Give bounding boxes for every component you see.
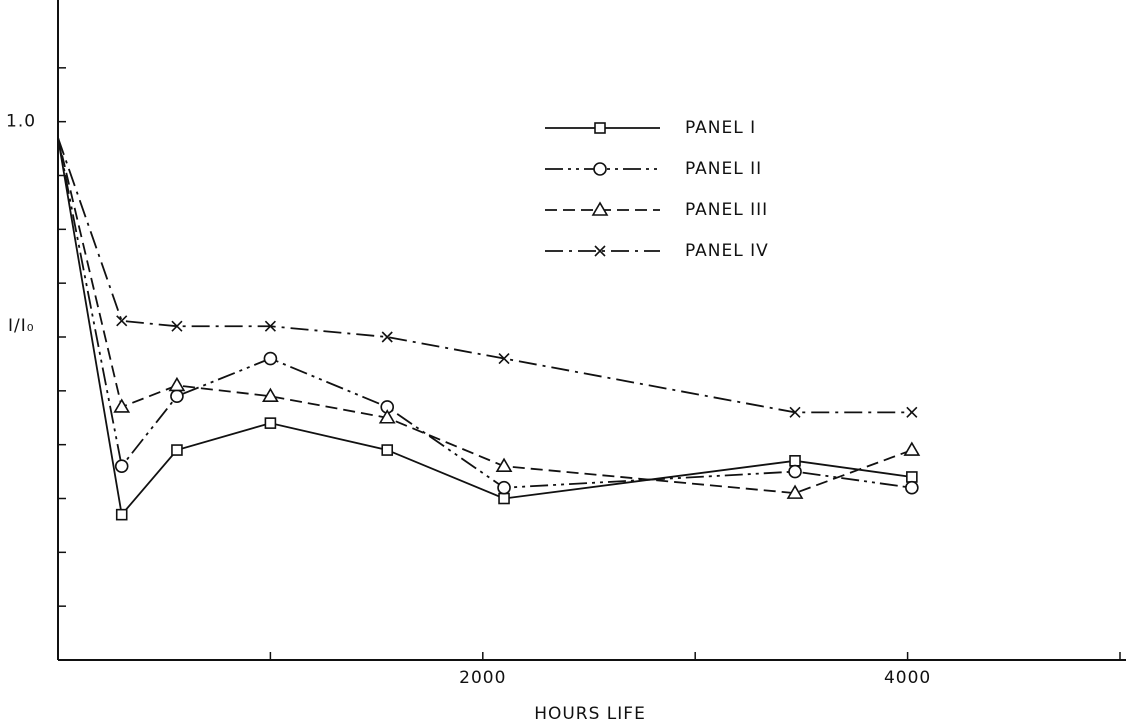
legend-marker [594, 122, 606, 134]
marker-triangle [786, 484, 804, 499]
x-axis-label: HOURS LIFE [534, 704, 646, 724]
marker-square [115, 508, 128, 521]
marker-circle [170, 389, 184, 404]
legend-label: PANEL IV [685, 241, 769, 261]
x-tick-label: 2000 [459, 668, 506, 688]
marker-x [171, 320, 183, 332]
series-line [57, 137, 912, 489]
y-axis-label: I/I₀ [8, 316, 35, 336]
legend-marker [594, 245, 606, 257]
marker-triangle [495, 457, 513, 473]
marker-square [906, 471, 918, 483]
marker-circle [905, 480, 919, 495]
series-line [57, 137, 912, 414]
marker-circle [114, 459, 129, 474]
marker-x [116, 315, 128, 327]
legend-marker [593, 162, 607, 176]
marker-triangle [378, 409, 396, 424]
marker-square [171, 444, 183, 456]
marker-circle [497, 480, 511, 495]
y-tick-label: 1.0 [6, 112, 36, 132]
marker-triangle [262, 387, 279, 403]
legend-label: PANEL I [685, 118, 756, 138]
marker-x [498, 352, 510, 365]
marker-triangle [168, 376, 186, 392]
marker-square [381, 444, 394, 456]
legend-label: PANEL II [685, 159, 762, 179]
marker-square [789, 455, 801, 467]
marker-triangle [113, 398, 131, 413]
marker-x [264, 320, 276, 332]
marker-x [906, 406, 918, 418]
marker-square [264, 417, 277, 429]
series-line [57, 137, 913, 495]
legend-marker [591, 201, 609, 216]
marker-square [498, 492, 510, 505]
marker-circle [263, 351, 278, 366]
marker-circle [788, 464, 802, 479]
series-line [57, 137, 912, 517]
marker-x [381, 331, 393, 343]
marker-triangle [903, 441, 921, 456]
marker-x [789, 406, 801, 418]
x-tick-label: 4000 [884, 668, 931, 688]
legend-label: PANEL III [685, 200, 768, 220]
